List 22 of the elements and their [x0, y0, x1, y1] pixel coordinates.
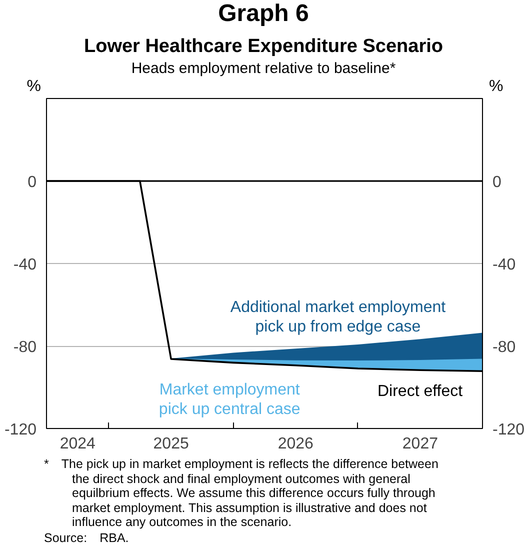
- y-tick-label: 0: [28, 174, 37, 191]
- y2-tick-label: -40: [492, 256, 516, 274]
- y-tick-label: -40: [13, 256, 37, 274]
- text: Lower Healthcare Expenditure Scenario: [84, 36, 443, 57]
- y2-axis-title: %: [489, 78, 504, 96]
- x-tick-label: 2027: [402, 436, 438, 452]
- x-tick-label: 2025: [153, 436, 189, 452]
- text: * The pick up in market employment is reflects the difference between the direct shock and final employment outcomes with general equilbrium effects. We assume this difference occurs fully through market employment. This assumption is illustrative and does not influence any outcomes in the scenario.: [44, 457, 440, 530]
- series-label: Direct effect: [378, 382, 464, 400]
- text: Heads employment relative to baseline*: [131, 60, 396, 77]
- y-tick-label: -80: [13, 339, 37, 356]
- x-tick-label: 2026: [278, 436, 314, 452]
- source-note: Source: RBA.: [44, 530, 130, 545]
- y-axis-title: %: [26, 78, 41, 96]
- x-tick-label: 2024: [60, 436, 96, 452]
- series-label: Additional market employment pick up from edge case: [230, 298, 446, 336]
- y2-tick-label: -120: [492, 422, 525, 438]
- y2-tick-label: 0: [492, 174, 502, 191]
- y2-tick-label: -80: [492, 339, 516, 356]
- y-tick-label: -120: [4, 422, 37, 438]
- chart-title: Graph 6: [217, 0, 310, 28]
- series-label: Market employment pick up central case: [158, 381, 300, 418]
